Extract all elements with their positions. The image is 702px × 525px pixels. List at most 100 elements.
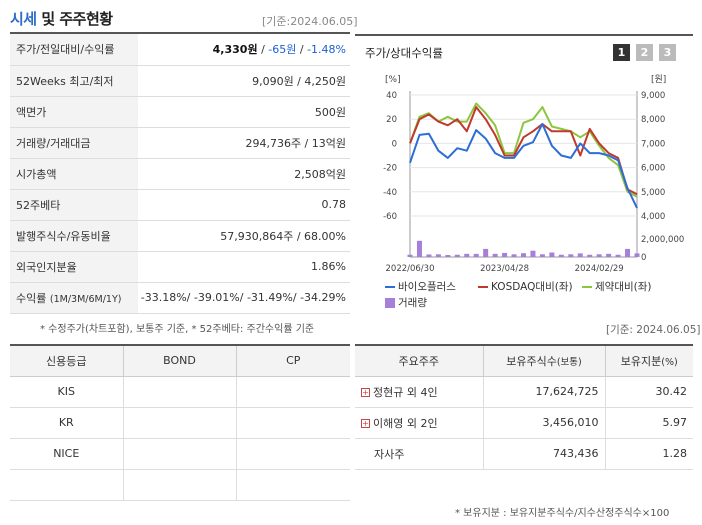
- row-value: 9,090원 / 4,250원: [138, 65, 350, 97]
- legend-label: 거래량: [398, 297, 427, 309]
- cp-rating: [235, 407, 350, 439]
- shareholders-table: 주요주주 보유주식수(보통) 보유지분(%) + 정현규 외 4인 17,624,…: [355, 344, 693, 470]
- row-label: 시가총액: [10, 158, 138, 190]
- y-right-tick-label: 5,000: [641, 188, 665, 198]
- header-divider: [10, 32, 350, 34]
- y-tick-label: 20: [386, 115, 397, 125]
- legend-swatch: [582, 286, 592, 288]
- holder-name: 자사주: [355, 438, 483, 470]
- row-value: 1.86%: [138, 251, 350, 283]
- row-label: 수익률 (1M/3M/6M/1Y): [10, 282, 138, 314]
- agency-name: [10, 469, 123, 501]
- volume-bar: [577, 253, 583, 257]
- table-row: 시가총액 2,508억원: [10, 158, 350, 190]
- y-tick-label: -20: [383, 164, 397, 174]
- volume-bar: [483, 248, 489, 257]
- row-label: 주가/전일대비/수익률: [10, 34, 138, 66]
- legend-item: 거래량: [385, 295, 427, 310]
- y-right-tick-label: 7,000: [641, 139, 665, 149]
- volume-bar: [521, 253, 526, 257]
- y-axis-right-unit: [원]: [651, 74, 666, 85]
- title-rest: 및 주주현황: [36, 10, 113, 28]
- x-tick-label: 2023/04/28: [480, 264, 529, 274]
- price-rate: -1.48%: [307, 43, 346, 57]
- y-tick-label: 40: [386, 91, 397, 101]
- legend-swatch: [385, 298, 395, 308]
- row-label: 거래량/거래대금: [10, 127, 138, 159]
- row-value: 0.78: [138, 189, 350, 221]
- as-of-date: [기준: 2024.06.05]: [606, 324, 701, 336]
- agency-name: KIS: [10, 376, 123, 408]
- volume-bar: [625, 248, 631, 257]
- y-tick-label: -40: [383, 188, 397, 198]
- price-change: -65원: [268, 43, 297, 57]
- y-right-tick-label: 9,000: [641, 91, 665, 101]
- table-row: 발행주식수/유동비율 57,930,864주 / 68.00%: [10, 220, 350, 252]
- row-label-sub: (1M/3M/6M/1Y): [49, 293, 122, 305]
- volume-tick-label: 2,000,000: [641, 235, 684, 245]
- row-label-main: 수익률: [16, 291, 47, 305]
- table-row: 거래량/거래대금 294,736주 / 13억원: [10, 127, 350, 159]
- volume-bar: [464, 253, 470, 257]
- row-label: 발행주식수/유동비율: [10, 220, 138, 252]
- separator: /: [257, 43, 269, 57]
- bond-rating: [122, 407, 236, 439]
- holder-percent: 1.28: [604, 438, 693, 470]
- price-change-rate: 4,330원 / -65원 / -1.48%: [138, 34, 350, 66]
- x-tick-label: 2024/02/29: [575, 264, 624, 274]
- expand-plus-icon[interactable]: +: [361, 419, 370, 428]
- y-tick-label: -60: [383, 212, 397, 222]
- holder-name-cell: + 정현규 외 4인: [355, 376, 483, 408]
- cp-rating: [235, 438, 350, 470]
- table-row: NICE: [10, 438, 350, 470]
- volume-bar: [454, 254, 460, 257]
- column-header: 주요주주: [355, 345, 483, 377]
- volume-bar: [416, 240, 422, 257]
- chart-page-2-button[interactable]: 2: [636, 44, 653, 61]
- series-line: [409, 102, 638, 198]
- chart-panel: [%] [원] 40 20 0 -20 -40 -60 9,000 8,000 7,000 6,000…: [355, 34, 693, 316]
- footnote: * 보유지분 : 보유지분주식수/지수산정주식수×100: [455, 508, 670, 519]
- table-header-row: 주요주주 보유주식수(보통) 보유지분(%): [355, 345, 693, 377]
- table-row: + 정현규 외 4인 17,624,725 30.42: [355, 376, 693, 408]
- volume-bar: [511, 254, 517, 257]
- volume-bar: [435, 254, 441, 257]
- y-right-tick-label: 8,000: [641, 115, 665, 125]
- row-label: 액면가: [10, 96, 138, 128]
- column-header-sub: (%): [661, 356, 678, 368]
- price-info-table: 주가/전일대비/수익률 4,330원 / -65원 / -1.48% 52Wee…: [10, 34, 350, 314]
- volume-bar: [615, 254, 621, 257]
- y-axis-unit: [%]: [385, 75, 401, 85]
- table-header-row: 신용등급 BOND CP: [10, 345, 350, 377]
- cp-rating: [235, 469, 350, 501]
- table-row: 외국인지분율 1.86%: [10, 251, 350, 283]
- table-row: 52주베타 0.78: [10, 189, 350, 221]
- holder-name-cell: + 이해영 외 2인: [355, 407, 483, 439]
- chart-page-3-button[interactable]: 3: [659, 44, 676, 61]
- holder-name: 이해영 외 2인: [373, 416, 438, 430]
- legend-swatch: [478, 286, 488, 288]
- table-row: 수익률 (1M/3M/6M/1Y) -33.18%/ -39.01%/ -31.…: [10, 282, 350, 314]
- volume-bar: [492, 253, 498, 257]
- row-label: 52주베타: [10, 189, 138, 221]
- column-header-main: 보유지분: [620, 354, 662, 368]
- legend-label: 바이오플러스: [398, 281, 456, 293]
- column-header-sub: (보통): [556, 356, 582, 368]
- y-right-tick-label: 4,000: [641, 212, 665, 222]
- volume-bar: [568, 254, 574, 257]
- agency-name: KR: [10, 407, 123, 439]
- column-header: 보유지분(%): [604, 345, 693, 377]
- bond-rating: [122, 469, 236, 501]
- legend-item: 제약대비(좌): [582, 279, 652, 294]
- expand-plus-icon[interactable]: +: [361, 388, 370, 397]
- series-line: [409, 123, 638, 209]
- volume-bar: [606, 253, 612, 257]
- table-row: KR: [10, 407, 350, 439]
- holder-percent: 30.42: [604, 376, 693, 408]
- y-tick-label: 0: [392, 139, 397, 149]
- holder-name: 정현규 외 4인: [373, 385, 438, 399]
- row-value: 2,508억원: [138, 158, 350, 190]
- table-row: KIS: [10, 376, 350, 408]
- chart-page-1-button[interactable]: 1: [613, 44, 630, 61]
- series-line: [409, 106, 638, 196]
